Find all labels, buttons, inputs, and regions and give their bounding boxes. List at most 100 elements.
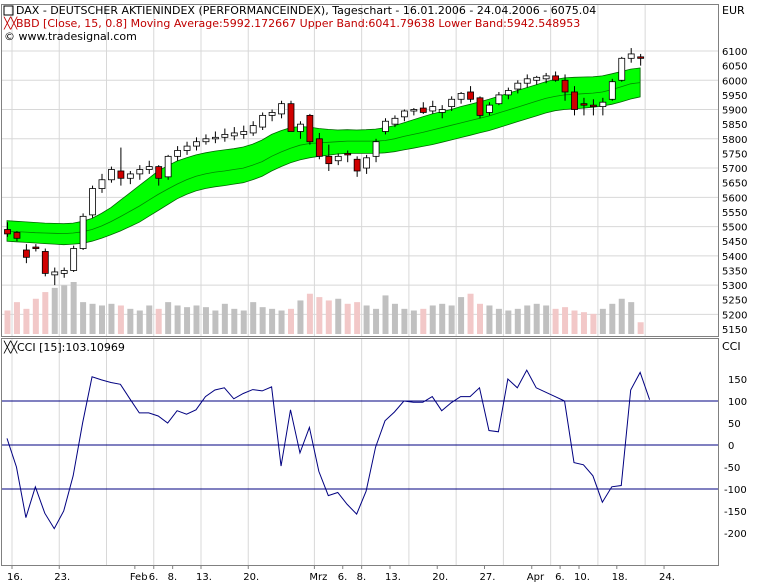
volume-bar [524, 305, 531, 334]
volume-bar [599, 308, 606, 334]
candle-down [287, 103, 295, 132]
volume-bar [514, 308, 521, 334]
x-tick-label: 18. [612, 572, 628, 583]
volume-bar [278, 310, 285, 334]
cci-y-tick-label: 150 [728, 375, 747, 386]
volume-bar [391, 303, 398, 334]
x-tick-label: 8. [357, 572, 367, 583]
candle-down [561, 79, 569, 93]
volume-bar [240, 310, 247, 334]
candle-up [486, 104, 493, 113]
candle-up [268, 112, 276, 116]
cci-axis-title: CCI [722, 340, 741, 353]
candle-up [523, 78, 531, 84]
price-y-tick-label: 5500 [722, 223, 747, 234]
volume-bar [174, 305, 181, 334]
candle-up [221, 133, 229, 138]
x-tick-label: 10. [574, 572, 590, 583]
candle-up [363, 157, 371, 169]
cci-legend: CCI [15]:103.10969 [17, 341, 125, 354]
volume-bar [335, 298, 342, 334]
volume-bar [552, 308, 559, 334]
volume-bar [297, 300, 304, 334]
candle-down [41, 251, 49, 274]
price-y-tick-label: 5150 [722, 325, 747, 336]
x-tick-label: 6. [149, 572, 159, 583]
candle-up [297, 123, 304, 132]
volume-bar [288, 308, 294, 334]
volume-bar [80, 302, 87, 334]
x-tick-label: 20. [243, 572, 259, 583]
volume-bar [580, 312, 587, 334]
volume-bar [61, 285, 68, 334]
candle-up [410, 109, 418, 112]
x-tick-label: 6. [555, 572, 565, 583]
candle-down [590, 104, 597, 108]
candle-up [70, 248, 78, 271]
candle-up [126, 173, 134, 179]
volume-bar [184, 307, 191, 334]
volume-bar [221, 303, 228, 334]
candle-down [419, 107, 427, 113]
candle-up [145, 166, 153, 170]
candle-up [608, 81, 616, 100]
volume-bar [533, 303, 540, 334]
candle-up [240, 131, 248, 135]
candle-up [249, 125, 257, 134]
candle-up [391, 117, 399, 125]
candle-up [504, 90, 512, 96]
volume-bar [637, 322, 644, 334]
volume-bar [439, 303, 446, 334]
cci-y-tick-label: 50 [728, 419, 741, 430]
source-label: © www.tradesignal.com [4, 30, 137, 43]
volume-bar [127, 308, 134, 334]
candle-down [476, 97, 484, 116]
volume-bar [146, 305, 153, 334]
price-y-tick-label: 6100 [722, 47, 747, 58]
volume-bar [250, 302, 257, 334]
candle-up [183, 145, 191, 151]
dax-legend-swatch [3, 5, 14, 16]
x-tick-label: 20. [432, 572, 448, 583]
volume-bar [344, 303, 351, 334]
price-y-tick-label: 5950 [722, 91, 747, 102]
cci-y-tick-label: -100 [724, 485, 747, 496]
volume-bar [590, 313, 597, 334]
candle-up [372, 141, 380, 157]
candle-up [438, 109, 446, 113]
price-y-tick-label: 6000 [722, 76, 747, 87]
x-tick-label: 23. [54, 572, 70, 583]
price-y-tick-label: 5550 [722, 208, 747, 219]
volume-bar [42, 292, 49, 334]
candle-up [334, 155, 342, 162]
candle-up [51, 271, 59, 276]
cci-layer [2, 369, 718, 530]
bbd-legend-marker: ╳╳ [3, 16, 19, 30]
x-tick-label: 13. [385, 572, 401, 583]
x-tick-label: Feb [130, 572, 148, 583]
volume-bar [458, 297, 465, 334]
candle-up [278, 103, 285, 115]
volume-bar [108, 303, 115, 334]
volume-bar [70, 282, 77, 334]
volume-bar [32, 298, 39, 334]
candle-down [315, 138, 323, 157]
x-tick-label: 24. [659, 572, 675, 583]
candle-up [533, 76, 541, 81]
price-y-tick-label: 5600 [722, 193, 747, 204]
candle-up [618, 57, 626, 81]
volume-bar [306, 293, 313, 334]
x-tick-label: Mrz [309, 572, 327, 583]
candle-down [580, 103, 588, 106]
candle-up [230, 132, 238, 137]
volume-bar [136, 310, 143, 334]
volume-bar [429, 305, 436, 334]
volume-bar [628, 302, 635, 334]
price-y-tick-label: 5400 [722, 252, 747, 263]
price-y-tick-label: 5900 [722, 106, 747, 117]
cci-y-tick-label: -150 [724, 507, 747, 518]
candle-up [211, 136, 219, 140]
volume-bar [325, 300, 332, 334]
price-y-tick-label: 5250 [722, 296, 747, 307]
